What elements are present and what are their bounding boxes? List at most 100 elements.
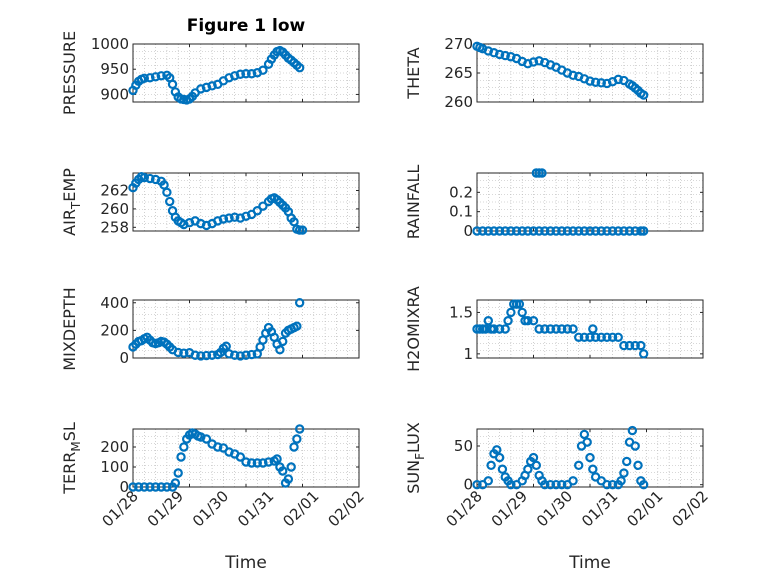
data-point — [624, 340, 635, 351]
data-point — [638, 226, 649, 236]
data-point — [619, 226, 629, 236]
data-point — [638, 90, 649, 100]
data-point — [602, 226, 612, 236]
data-point — [486, 460, 496, 471]
y-axis-label: THETA — [404, 47, 423, 99]
data-point — [196, 84, 206, 94]
data-point — [150, 482, 161, 492]
data-point — [590, 77, 601, 87]
data-point — [145, 482, 155, 492]
data-point — [229, 71, 240, 81]
y-tick-label: 1 — [463, 345, 473, 363]
y-tick-label: 1000 — [91, 35, 129, 53]
y-axis-label-part: SL — [60, 422, 79, 441]
data-point — [557, 226, 567, 236]
data-point — [139, 482, 149, 492]
figure-title: Figure 1 low — [187, 16, 306, 36]
y-tick-label: 200 — [100, 321, 129, 339]
data-point — [278, 336, 288, 347]
data-point — [602, 479, 612, 490]
data-point — [528, 57, 539, 67]
data-point — [551, 324, 561, 334]
data-point — [179, 348, 189, 358]
data-point — [545, 324, 556, 334]
data-point — [568, 226, 578, 236]
data-point — [162, 482, 172, 492]
data-point — [585, 76, 595, 86]
data-point — [294, 63, 305, 73]
y-axis-label: PRESSURE — [60, 31, 79, 115]
y-tick-label: 0.2 — [449, 183, 473, 201]
data-point — [630, 226, 640, 236]
x-tick-label: 02/02 — [325, 487, 368, 530]
x-tick-label: 01/31 — [234, 487, 277, 530]
data-point — [545, 479, 556, 490]
axes-rainfall: 00.1 0.2 RAINFALL — [404, 165, 704, 240]
data-point — [588, 464, 598, 474]
data-point — [500, 324, 510, 334]
data-point — [176, 452, 186, 462]
data-point — [630, 340, 640, 351]
y-axis-label: AIRTEMP — [60, 168, 83, 236]
data-point — [511, 226, 522, 236]
data-point — [633, 460, 643, 471]
data-point — [156, 482, 166, 492]
data-point — [622, 456, 632, 467]
data-point — [494, 49, 505, 60]
data-point — [497, 464, 508, 474]
data-point — [582, 437, 592, 447]
data-point — [627, 425, 638, 436]
data-point — [480, 324, 491, 334]
data-point — [483, 226, 493, 236]
data-point — [585, 332, 595, 342]
data-point — [489, 324, 499, 334]
data-point — [540, 324, 550, 334]
data-point — [278, 466, 288, 476]
data-point — [494, 324, 505, 334]
x-axis-label: Time — [224, 553, 267, 573]
data-point — [494, 452, 505, 463]
y-axis-label-part: SUN — [404, 460, 423, 494]
data-point — [540, 226, 550, 236]
data-point — [139, 172, 149, 183]
x-tick-label: 02/01 — [279, 487, 322, 530]
data-point — [196, 351, 206, 361]
data-point — [590, 332, 601, 342]
data-point — [292, 434, 302, 444]
y-tick-label: 265 — [444, 64, 473, 82]
data-point — [159, 180, 169, 190]
x-tick-label: 01/29 — [144, 487, 187, 530]
data-point — [258, 65, 268, 75]
data-point — [272, 454, 282, 464]
data-point — [568, 476, 578, 486]
data-point — [607, 226, 618, 236]
data-point — [545, 226, 556, 236]
data-point — [638, 349, 649, 359]
data-point — [207, 350, 217, 360]
data-point — [492, 445, 502, 455]
data-point — [528, 452, 539, 463]
data-point — [523, 226, 533, 236]
x-tick-label: 01/29 — [488, 487, 531, 530]
data-point — [201, 434, 212, 444]
data-point — [224, 213, 234, 223]
data-point — [289, 217, 299, 227]
y-axis-label: SUNFLUX — [404, 422, 427, 494]
axes-pressure: 900 950 1000 PRESSURE — [60, 31, 360, 115]
data-point — [574, 460, 584, 471]
data-point — [636, 340, 646, 351]
data-point — [534, 226, 544, 236]
data-point — [557, 479, 567, 490]
x-tick-label: 01/30 — [533, 487, 576, 530]
data-point — [252, 458, 262, 468]
y-tick-label: 0.1 — [449, 203, 473, 221]
y-tick-label: 900 — [100, 85, 129, 103]
data-point — [235, 351, 246, 361]
data-point — [551, 226, 561, 236]
y-axis-label-part: AIR — [60, 209, 79, 236]
data-point — [523, 316, 533, 326]
data-point — [503, 316, 513, 326]
data-point — [294, 424, 305, 434]
data-point — [472, 226, 482, 236]
